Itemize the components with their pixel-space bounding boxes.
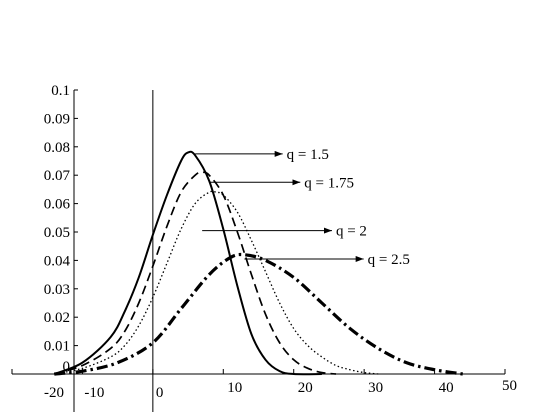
x-tick-label: 50 (502, 378, 517, 394)
x-tick-label: -20 (44, 385, 64, 401)
annotation-label: q = 2.5 (368, 252, 410, 268)
annotation-label: q = 1.75 (304, 175, 354, 191)
y-tick-label: 0.03 (44, 282, 70, 298)
series-line (53, 150, 322, 376)
y-tick-label: 0.08 (44, 140, 70, 156)
x-tick-label: 10 (227, 380, 242, 396)
annotation-label: q = 2 (336, 224, 367, 240)
y-tick-label: 0.1 (51, 83, 70, 99)
series-curves (53, 150, 463, 376)
x-axis-ticks: -20 -10 0 10 20 30 40 50 (11, 369, 517, 401)
series-annotations: q = 1.5 q = 1.75 q = 2q = 2.5 (195, 147, 410, 268)
x-tick-label: 40 (439, 380, 454, 396)
x-tick-label: 30 (368, 380, 383, 396)
y-tick-label: 0.06 (44, 197, 71, 213)
y-tick-label: 0.05 (44, 225, 70, 241)
y-axis-ticks: 0 0.01 0.02 0.03 0.04 0.05 0.06 0.07 0.08 0.09 0.1 (44, 83, 78, 375)
y-tick-label: 0.01 (44, 339, 70, 355)
y-tick-label: 0.04 (44, 253, 71, 269)
y-tick-label: 0 (63, 359, 71, 375)
series-line (54, 171, 337, 375)
y-tick-label: 0.02 (44, 310, 70, 326)
axes (12, 90, 505, 412)
annotation-label: q = 1.5 (287, 147, 329, 163)
x-tick-label: 20 (298, 380, 313, 396)
series-line (54, 252, 463, 376)
x-tick-label: -10 (84, 385, 104, 401)
y-tick-label: 0.09 (44, 111, 70, 127)
y-tick-label: 0.07 (44, 168, 71, 184)
x-tick-label: 0 (156, 385, 164, 401)
